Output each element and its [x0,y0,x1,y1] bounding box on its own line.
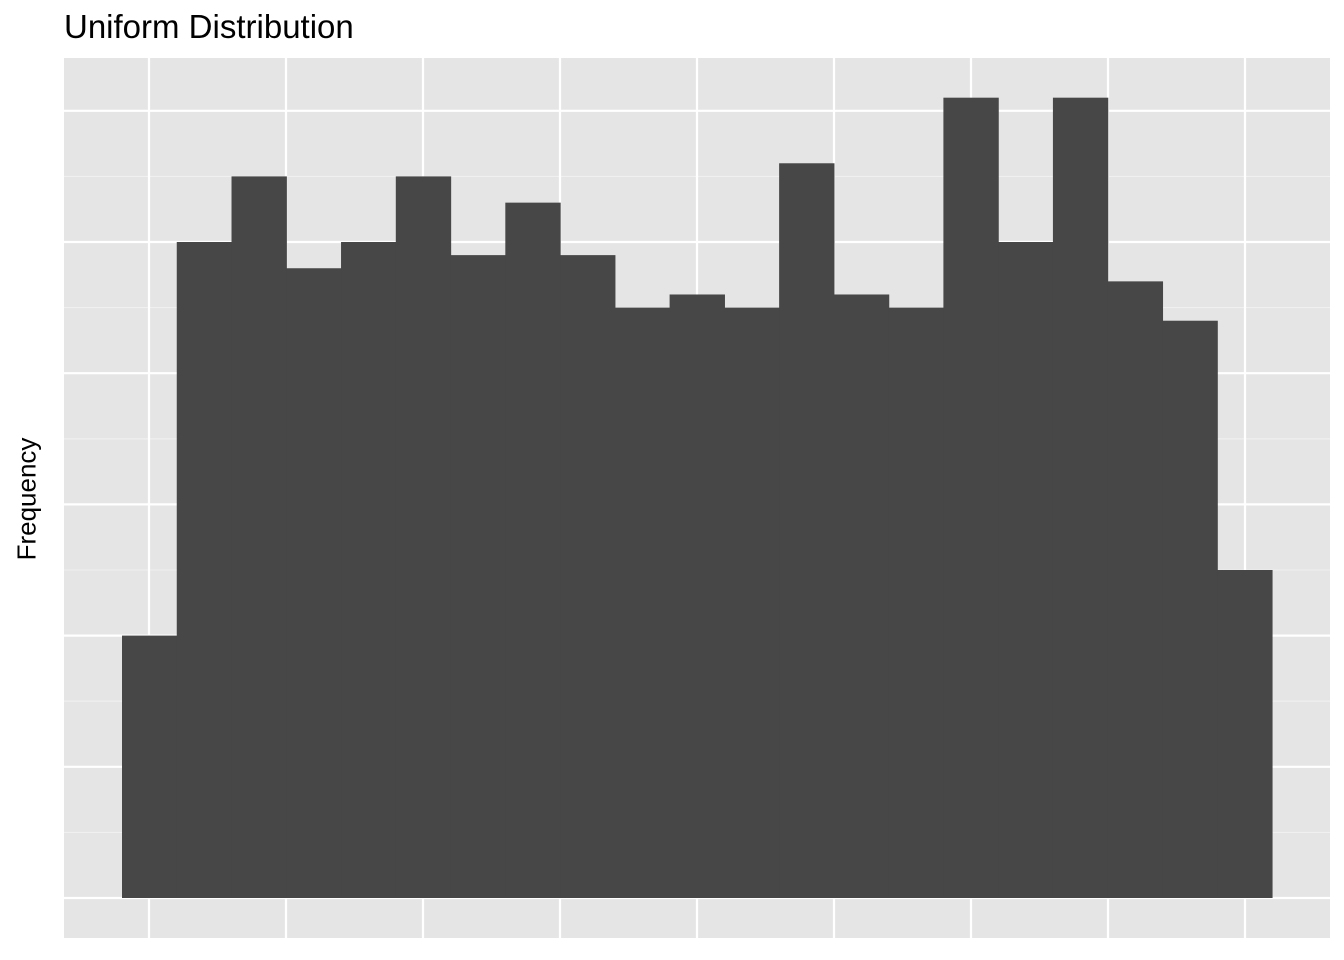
histogram-bar [560,255,616,898]
histogram-bar [779,163,835,898]
histogram-bar [122,635,178,898]
histogram-bar [505,202,561,898]
histogram-bar [669,294,725,899]
histogram-bar [1217,570,1273,898]
histogram-bar [943,97,999,899]
histogram-bar [833,294,890,899]
histogram-bar [998,242,1054,898]
histogram-bar [1107,281,1164,898]
histogram-bar [286,268,342,898]
histogram-bar [341,242,397,898]
chart-title: Uniform Distribution [64,8,354,45]
histogram-bar [231,176,287,898]
histogram-bar [888,307,944,899]
histogram-bar [1162,320,1218,899]
histogram-bar [395,176,452,898]
histogram-bars [122,97,1273,899]
histogram-bar [724,307,780,899]
histogram-bar [614,307,671,899]
histogram-bar [450,255,506,898]
histogram-bar [1052,97,1109,899]
histogram-bar [176,242,233,898]
